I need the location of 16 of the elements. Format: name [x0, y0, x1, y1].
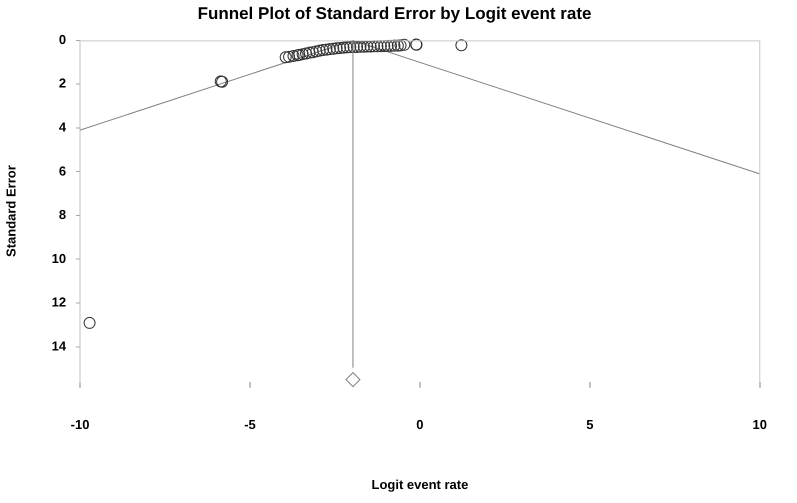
x-tick-label: 0 [416, 417, 424, 432]
x-tick-label: -10 [70, 417, 90, 432]
y-tick-label: 12 [52, 294, 66, 310]
x-tick-label: 10 [752, 417, 768, 432]
y-tick-label: 4 [58, 120, 67, 135]
y-tick-label: 8 [58, 207, 66, 222]
y-axis-title: Standard Error [3, 165, 18, 257]
y-tick-label: 2 [58, 76, 66, 91]
chart-title: Funnel Plot of Standard Error by Logit event rate [198, 4, 592, 23]
x-tick-label: 5 [586, 417, 594, 432]
y-tick-label: 0 [58, 32, 66, 47]
x-tick-label: -5 [244, 417, 256, 432]
y-tick-label: 10 [52, 250, 66, 266]
y-tick-label: 14 [52, 338, 67, 354]
x-axis-title: Logit event rate [372, 476, 468, 492]
y-tick-label: 6 [58, 163, 66, 178]
